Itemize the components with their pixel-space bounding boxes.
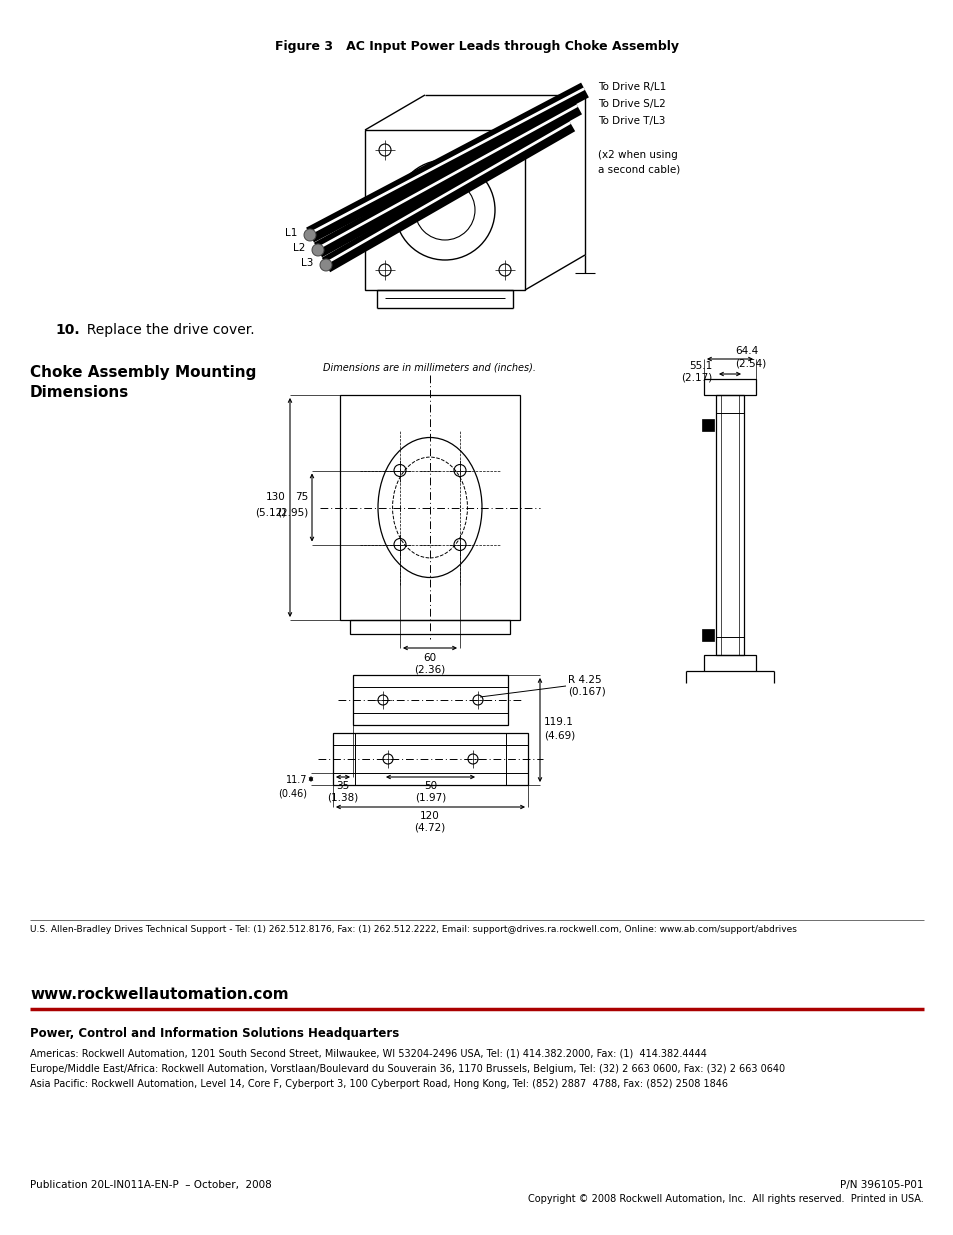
Bar xyxy=(703,379,755,395)
Bar xyxy=(339,395,519,620)
Text: Copyright © 2008 Rockwell Automation, Inc.  All rights reserved.  Printed in USA: Copyright © 2008 Rockwell Automation, In… xyxy=(528,1194,923,1204)
Text: Replace the drive cover.: Replace the drive cover. xyxy=(78,324,254,337)
Text: (0.46): (0.46) xyxy=(277,788,307,798)
Text: R 4.25: R 4.25 xyxy=(567,676,601,685)
Text: 60: 60 xyxy=(423,653,436,663)
Text: To Drive T/L3: To Drive T/L3 xyxy=(598,116,664,126)
Text: (1.38): (1.38) xyxy=(327,792,358,802)
Text: 120: 120 xyxy=(419,811,439,821)
Text: 119.1: 119.1 xyxy=(543,718,574,727)
Text: 11.7: 11.7 xyxy=(285,776,307,785)
Text: www.rockwellautomation.com: www.rockwellautomation.com xyxy=(30,987,289,1002)
Text: (4.69): (4.69) xyxy=(543,730,575,740)
Text: L3: L3 xyxy=(300,258,313,268)
Text: Dimensions: Dimensions xyxy=(30,385,129,400)
Circle shape xyxy=(319,259,332,270)
Bar xyxy=(333,734,527,785)
Text: Publication 20L-IN011A-EN-P  – October,  2008: Publication 20L-IN011A-EN-P – October, 2… xyxy=(30,1179,272,1191)
Text: (x2 when using: (x2 when using xyxy=(598,149,677,161)
Bar xyxy=(350,620,510,634)
Text: Choke Assembly Mounting: Choke Assembly Mounting xyxy=(30,366,256,380)
Text: Dimensions are in millimeters and (inches).: Dimensions are in millimeters and (inche… xyxy=(323,363,536,373)
Text: (2.36): (2.36) xyxy=(414,664,445,674)
Text: (1.97): (1.97) xyxy=(415,792,446,802)
Text: 130: 130 xyxy=(266,493,286,503)
Text: To Drive S/L2: To Drive S/L2 xyxy=(598,99,665,109)
Text: Figure 3   AC Input Power Leads through Choke Assembly: Figure 3 AC Input Power Leads through Ch… xyxy=(274,40,679,53)
Bar xyxy=(353,676,507,725)
Circle shape xyxy=(304,228,315,241)
Bar xyxy=(701,629,713,641)
Circle shape xyxy=(312,245,324,256)
Text: (4.72): (4.72) xyxy=(414,823,445,832)
Text: (0.167): (0.167) xyxy=(567,687,605,697)
Bar xyxy=(716,395,743,655)
Text: Americas: Rockwell Automation, 1201 South Second Street, Milwaukee, WI 53204-249: Americas: Rockwell Automation, 1201 Sout… xyxy=(30,1049,706,1058)
Text: 55.1: 55.1 xyxy=(688,361,711,370)
Text: (2.17): (2.17) xyxy=(680,373,711,383)
Bar xyxy=(701,419,713,431)
Bar xyxy=(365,130,524,290)
Text: Asia Pacific: Rockwell Automation, Level 14, Core F, Cyberport 3, 100 Cyberport : Asia Pacific: Rockwell Automation, Level… xyxy=(30,1079,727,1089)
Text: 10.: 10. xyxy=(55,324,79,337)
Text: Europe/Middle East/Africa: Rockwell Automation, Vorstlaan/Boulevard du Souverain: Europe/Middle East/Africa: Rockwell Auto… xyxy=(30,1065,784,1074)
Text: U.S. Allen-Bradley Drives Technical Support - Tel: (1) 262.512.8176, Fax: (1) 26: U.S. Allen-Bradley Drives Technical Supp… xyxy=(30,925,796,934)
Text: (2.95): (2.95) xyxy=(276,508,308,517)
Text: a second cable): a second cable) xyxy=(598,165,679,175)
Text: (2.54): (2.54) xyxy=(734,358,765,368)
Text: 75: 75 xyxy=(294,493,308,503)
Text: L2: L2 xyxy=(293,243,305,253)
Text: 35: 35 xyxy=(336,781,349,790)
Bar xyxy=(703,655,755,671)
Text: Power, Control and Information Solutions Headquarters: Power, Control and Information Solutions… xyxy=(30,1028,399,1040)
Text: To Drive R/L1: To Drive R/L1 xyxy=(598,82,665,91)
Text: L1: L1 xyxy=(284,228,296,238)
Text: P/N 396105-P01: P/N 396105-P01 xyxy=(840,1179,923,1191)
Text: 50: 50 xyxy=(423,781,436,790)
Text: 64.4: 64.4 xyxy=(734,346,758,356)
Text: (5.12): (5.12) xyxy=(254,508,286,517)
